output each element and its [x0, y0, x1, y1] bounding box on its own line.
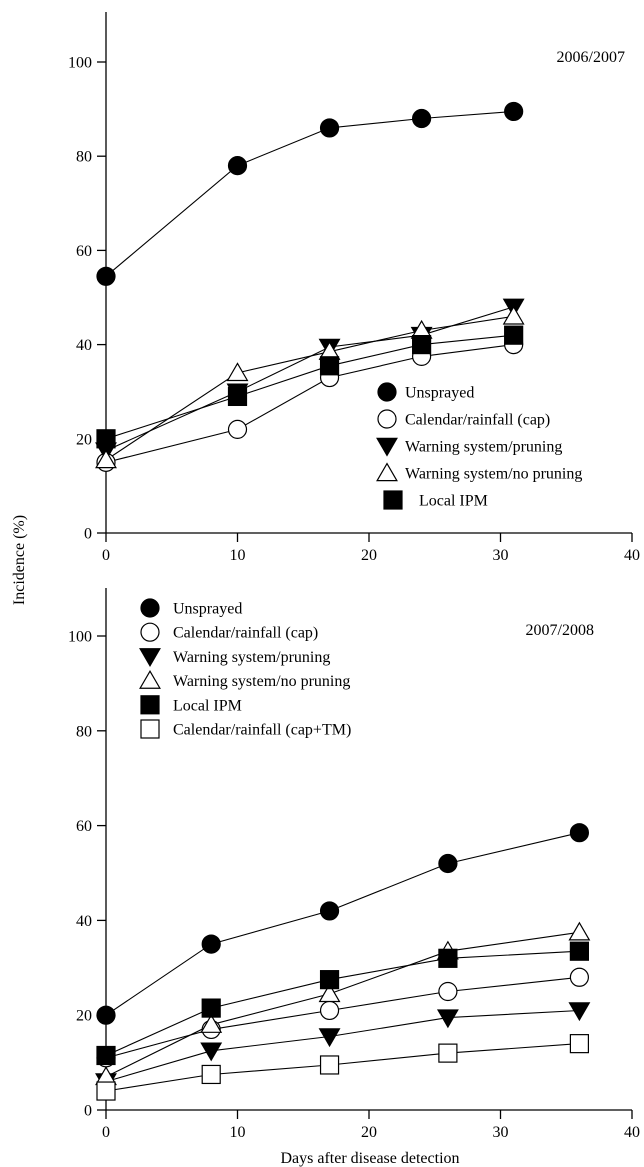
data-point-local-ipm [412, 335, 432, 355]
data-point-local-ipm [504, 325, 524, 345]
data-point-unsprayed [319, 901, 340, 921]
legend-label-local-ipm: Local IPM [173, 697, 242, 714]
data-point-unsprayed [96, 266, 116, 286]
legend-marker-warning-system-pruning [139, 648, 161, 668]
data-point-warning-system-pruning [200, 1042, 223, 1062]
chart-panel-1: 0 20 40 60 80 100 0 10 20 30 40 2006/2007 Unsprayed C… [68, 12, 640, 564]
legend-marker-unsprayed [140, 598, 160, 618]
season-label: 2007/2008 [526, 622, 594, 639]
x-axis-title: Days after disease detection [280, 1150, 459, 1167]
legend-label-calendar-rainfall-cap-tm: Calendar/rainfall (cap+TM) [173, 722, 351, 739]
chart-panel-2: 0 20 40 60 80 100 0 10 20 30 40 2007/2008 Unsprayed C… [68, 588, 640, 1141]
legend-label-warning-system-no-pruning: Warning system/no pruning [173, 673, 350, 690]
x-tick-label: 0 [102, 1124, 110, 1141]
legend-label-warning-system-pruning: Warning system/pruning [405, 439, 562, 456]
y-tick-label: 80 [76, 149, 92, 166]
data-point-calendar-rainfall-cap-tm [201, 1064, 221, 1085]
legend-label-calendar-rainfall-cap: Calendar/rainfall (cap) [173, 625, 318, 642]
data-point-local-ipm [569, 941, 590, 961]
legend-marker-calendar-rainfall-cap [140, 622, 160, 642]
data-point-calendar-rainfall-cap-tm [319, 1055, 340, 1075]
data-point-local-ipm [96, 1045, 116, 1066]
data-point-warning-system-no-pruning [318, 983, 341, 1003]
data-point-calendar-rainfall-cap [227, 419, 248, 439]
y-tick-label: 60 [76, 818, 92, 835]
legend-marker-calendar-rainfall-cap [377, 409, 397, 429]
legend-label-unsprayed: Unsprayed [173, 601, 242, 618]
y-tick-label: 40 [76, 913, 92, 930]
data-point-local-ipm [438, 948, 458, 968]
data-point-warning-system-pruning [436, 1009, 459, 1029]
y-tick-label: 80 [76, 723, 92, 740]
x-tick-label: 20 [361, 1124, 377, 1141]
data-point-calendar-rainfall-cap [319, 1000, 340, 1021]
legend: Unsprayed Calendar/rainfall (cap) Warning … [376, 382, 582, 510]
series-line-warning-system-pruning [105, 306, 514, 452]
data-point-warning-system-no-pruning [568, 921, 591, 941]
data-point-unsprayed [569, 823, 590, 843]
data-point-unsprayed [201, 934, 221, 954]
x-tick-label: 10 [230, 547, 246, 564]
data-point-local-ipm [319, 970, 340, 990]
data-point-unsprayed [96, 1005, 116, 1025]
y-tick-label: 60 [76, 243, 92, 260]
legend-marker-local-ipm [383, 490, 403, 510]
data-point-warning-system-pruning [318, 1028, 341, 1048]
legend-label-calendar-rainfall-cap: Calendar/rainfall (cap) [405, 412, 550, 429]
series-line-warning-system-no-pruning [105, 931, 580, 1078]
data-point-warning-system-no-pruning [95, 449, 117, 469]
x-tick-label: 40 [624, 1124, 640, 1141]
legend-label-warning-system-pruning: Warning system/pruning [173, 649, 330, 666]
y-tick-label: 20 [76, 431, 92, 448]
legend-marker-warning-system-no-pruning [376, 462, 398, 482]
data-point-unsprayed [319, 118, 340, 138]
data-point-unsprayed [504, 101, 524, 122]
x-tick-label: 30 [493, 1124, 509, 1141]
data-point-calendar-rainfall-cap-tm [438, 1043, 458, 1063]
data-point-warning-system-pruning [568, 1002, 591, 1022]
data-point-unsprayed [412, 108, 432, 129]
legend-marker-warning-system-pruning [376, 437, 398, 457]
legend-label-local-ipm: Local IPM [419, 493, 488, 510]
y-tick-label: 40 [76, 337, 92, 354]
series-line-calendar-rainfall-cap-tm [105, 1043, 580, 1092]
x-tick-label: 20 [361, 547, 377, 564]
y-tick-label: 0 [84, 526, 92, 543]
legend-marker-calendar-rainfall-cap-tm [140, 719, 160, 739]
data-point-calendar-rainfall-cap [438, 981, 458, 1002]
x-tick-label: 10 [230, 1124, 246, 1141]
y-tick-label: 100 [68, 55, 92, 72]
legend-label-unsprayed: Unsprayed [405, 385, 474, 402]
data-point-local-ipm [319, 356, 340, 376]
x-tick-label: 0 [102, 547, 110, 564]
y-tick-label: 100 [68, 629, 92, 646]
data-point-calendar-rainfall-cap [569, 967, 590, 987]
series-line-unsprayed [105, 832, 580, 1016]
data-point-warning-system-no-pruning [200, 1014, 223, 1033]
data-point-local-ipm [227, 386, 248, 407]
y-tick-label: 20 [76, 1008, 92, 1025]
data-point-local-ipm [96, 429, 116, 449]
legend: Unsprayed Calendar/rainfall (cap) Warning … [139, 598, 351, 739]
legend-marker-local-ipm [140, 695, 160, 715]
data-point-warning-system-no-pruning [502, 305, 525, 325]
data-point-calendar-rainfall-cap-tm [96, 1081, 116, 1101]
x-tick-label: 40 [624, 547, 640, 564]
legend-label-warning-system-no-pruning: Warning system/no pruning [405, 466, 582, 483]
y-axis-title: Incidence (%) [11, 515, 28, 605]
y-tick-label: 0 [84, 1103, 92, 1120]
legend-marker-warning-system-no-pruning [139, 669, 161, 689]
series-line-unsprayed [105, 110, 514, 277]
series-line-warning-system-pruning [105, 1009, 580, 1083]
legend-marker-unsprayed [377, 382, 397, 402]
data-point-unsprayed [227, 156, 248, 176]
x-tick-label: 30 [493, 547, 509, 564]
data-point-unsprayed [438, 853, 458, 874]
season-label: 2006/2007 [557, 49, 625, 66]
data-point-local-ipm [201, 998, 221, 1018]
data-point-warning-system-no-pruning [226, 362, 249, 382]
data-point-calendar-rainfall-cap-tm [569, 1034, 590, 1054]
